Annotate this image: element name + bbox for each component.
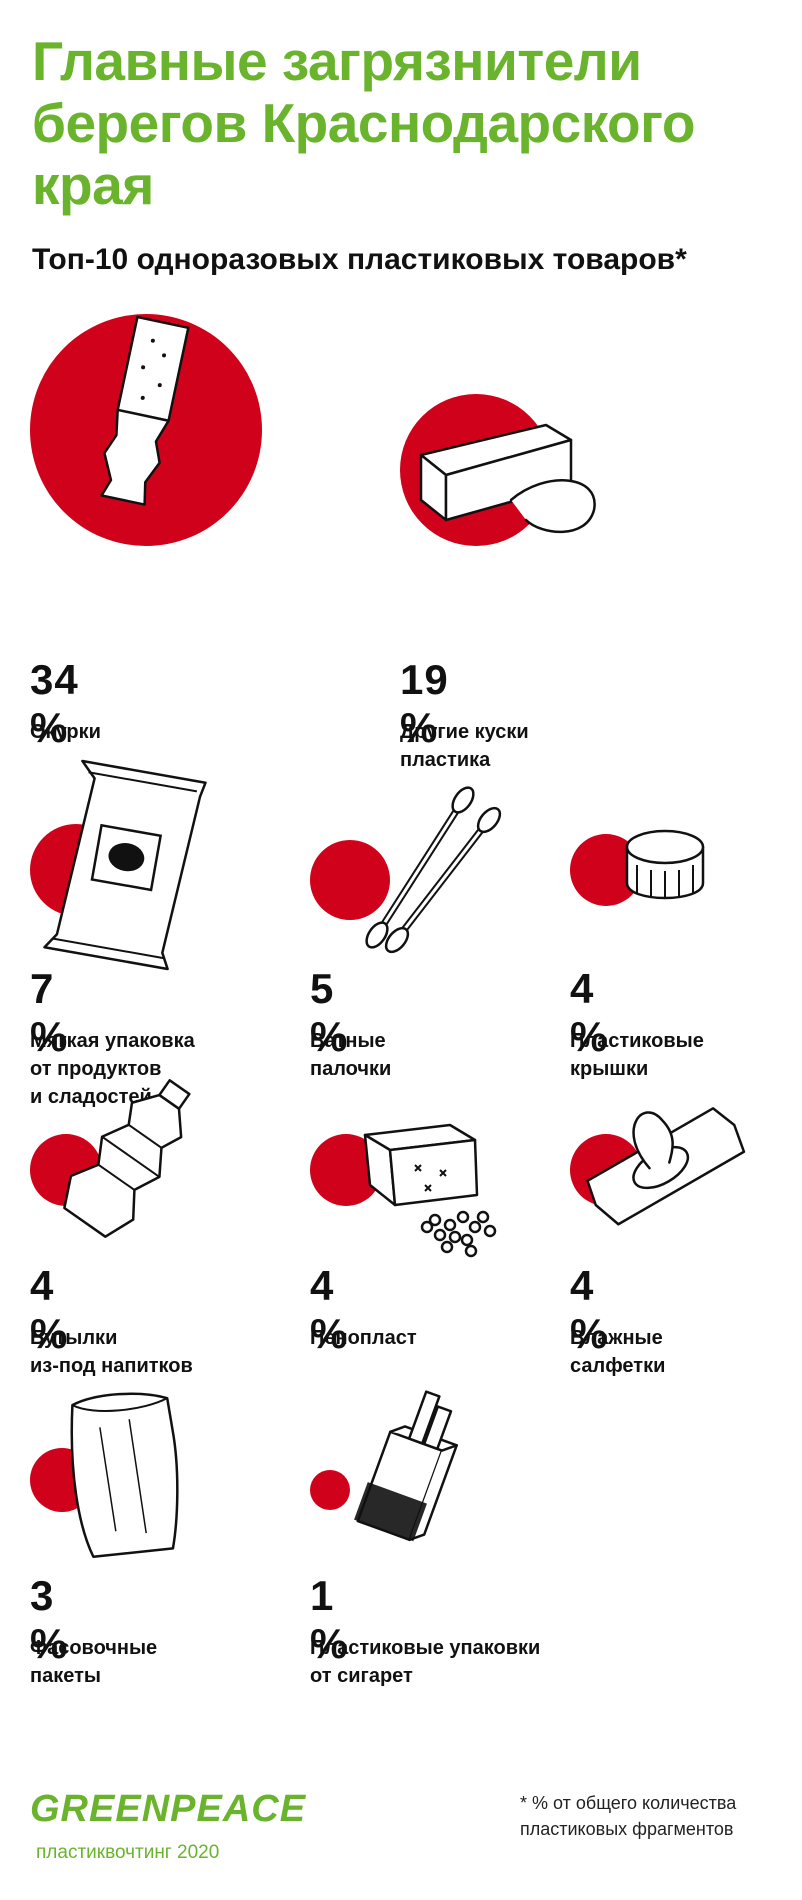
snack-wrapper-illustration <box>30 759 207 971</box>
category-label: Другие куски пластика <box>400 721 529 771</box>
percent-value: 4 % <box>310 1262 349 1357</box>
cigarette-butt-icon <box>100 315 190 506</box>
cigarette-butt-illustration <box>30 314 262 546</box>
value-bubble <box>310 1134 382 1206</box>
percent-value: 4 % <box>30 1262 69 1357</box>
project-caption: пластиквочтинг 2020 <box>36 1842 220 1863</box>
wet-wipes-icon <box>586 1107 746 1226</box>
percent-value: 5 % <box>310 965 349 1060</box>
bottle-cap-illustration <box>570 829 705 906</box>
percent-value: 7 % <box>30 965 69 1060</box>
bottle-cap-icon <box>625 829 705 900</box>
value-bubble <box>310 1470 350 1510</box>
category-label: Ватные палочки <box>310 1030 392 1080</box>
plastic-bag-illustration <box>30 1392 179 1559</box>
category-label: Пенопласт <box>310 1327 417 1349</box>
category-label: Влажные салфетки <box>570 1327 666 1377</box>
styrofoam-icon <box>363 1123 497 1258</box>
category-label: Окурки <box>30 721 101 743</box>
plastic-piece-illustration <box>400 394 596 546</box>
category-label: Пластиковые крышки <box>570 1030 704 1080</box>
category-label: Бутылки из-под напитков <box>30 1327 193 1377</box>
crushed-bottle-illustration <box>30 1079 191 1238</box>
page-title: Главные загрязнители берегов Краснодарск… <box>32 30 695 216</box>
page-subtitle: Топ-10 одноразовых пластиковых товаров* <box>32 243 687 276</box>
percent-value: 3 % <box>30 1572 69 1667</box>
value-bubble <box>570 834 642 906</box>
category-label: Мягкая упаковка от продуктов и сладостей <box>30 1030 195 1108</box>
cotton-swab-illustration <box>310 786 502 954</box>
category-label: Фасовочные пакеты <box>30 1637 158 1687</box>
snack-wrapper-icon <box>43 759 207 971</box>
percent-value: 4 % <box>570 1262 609 1357</box>
cigarette-pack-illustration <box>310 1390 458 1542</box>
wet-wipes-illustration <box>570 1107 746 1226</box>
styrofoam-illustration <box>310 1123 497 1258</box>
percent-value: 4 % <box>570 965 609 1060</box>
cotton-swab-icon <box>365 786 502 954</box>
percent-value: 1 % <box>310 1572 349 1667</box>
cigarette-pack-icon <box>354 1390 458 1542</box>
greenpeace-logo: GREENPEACE <box>30 1788 307 1830</box>
plastic-piece-icon <box>419 423 596 534</box>
crushed-bottle-icon <box>63 1079 191 1238</box>
percent-value: 19 % <box>400 656 449 751</box>
footnote: * % от общего количества пластиковых фра… <box>520 1793 737 1839</box>
percent-value: 34 % <box>30 656 79 751</box>
value-bubble <box>310 840 390 920</box>
category-label: Пластиковые упаковки от сигарет <box>310 1637 541 1687</box>
plastic-bag-icon <box>70 1392 179 1559</box>
